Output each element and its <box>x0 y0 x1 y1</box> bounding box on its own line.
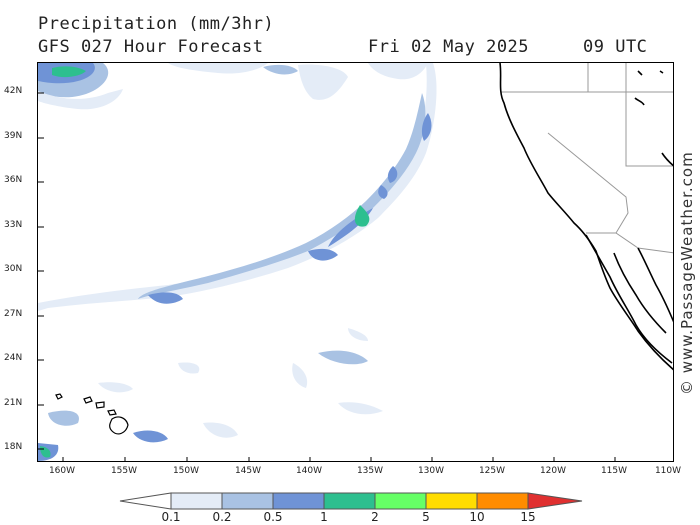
watermark-credit: © www.PassageWeather.com <box>678 151 696 395</box>
legend-label: 10 <box>469 510 485 524</box>
lon-label: 130W <box>417 466 445 476</box>
legend-swatch <box>425 492 478 510</box>
legend-swatch <box>374 492 427 510</box>
precipitation-map <box>37 62 674 462</box>
legend-swatch <box>476 492 529 510</box>
legend-label: 1 <box>320 510 328 524</box>
lon-label: 150W <box>172 466 200 476</box>
legend-swatch <box>527 492 583 510</box>
hawaii-islands <box>55 393 129 435</box>
state-borders <box>501 63 673 254</box>
lat-label: 30N <box>4 264 23 274</box>
legend-swatch <box>221 492 274 510</box>
legend-label: 0.5 <box>263 510 283 524</box>
lon-label: 120W <box>539 466 567 476</box>
legend-label: 2 <box>371 510 379 524</box>
legend-swatch <box>170 492 223 510</box>
precipitation-field <box>38 63 437 461</box>
legend-color-bar <box>119 492 583 510</box>
forecast-time: 09 UTC <box>583 37 648 57</box>
map-ticks <box>38 92 616 461</box>
lon-label: 160W <box>48 466 76 476</box>
lat-label: 21N <box>4 398 23 408</box>
legend-label: 5 <box>422 510 430 524</box>
legend-label: 15 <box>520 510 536 524</box>
lon-label: 135W <box>356 466 384 476</box>
lon-label: 145W <box>234 466 262 476</box>
lat-label: 33N <box>4 220 23 230</box>
legend-label: 0.2 <box>212 510 232 524</box>
lat-label: 18N <box>4 442 23 452</box>
lon-label: 115W <box>600 466 628 476</box>
legend-swatch <box>323 492 376 510</box>
lon-label: 110W <box>654 466 682 476</box>
lon-label: 140W <box>295 466 323 476</box>
forecast-label: GFS 027 Hour Forecast <box>38 37 264 57</box>
lat-label: 39N <box>4 131 23 141</box>
lat-label: 27N <box>4 309 23 319</box>
lon-label: 155W <box>110 466 138 476</box>
coastline <box>499 63 673 371</box>
legend-swatch <box>272 492 325 510</box>
legend-swatch <box>119 492 172 510</box>
lat-label: 24N <box>4 353 23 363</box>
forecast-date: Fri 02 May 2025 <box>368 37 530 57</box>
map-title: Precipitation (mm/3hr) <box>38 14 275 34</box>
legend-label: 0.1 <box>161 510 181 524</box>
lat-label: 42N <box>4 86 23 96</box>
lat-label: 36N <box>4 175 23 185</box>
lon-label: 125W <box>478 466 506 476</box>
